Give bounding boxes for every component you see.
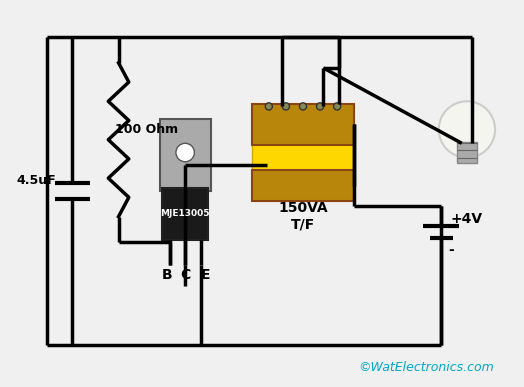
Text: 4.5uF: 4.5uF [17,174,57,187]
Text: ©WatElectronics.com: ©WatElectronics.com [358,361,494,374]
Bar [252,135,354,170]
Circle shape [439,101,495,158]
Text: +4V: +4V [451,212,483,226]
Bar [252,170,354,201]
Circle shape [299,103,307,110]
Text: 100 Ohm: 100 Ohm [115,123,178,136]
Circle shape [265,103,272,110]
Text: 150VA
T/F: 150VA T/F [278,202,328,232]
Bar [162,188,208,240]
Text: C: C [180,269,190,283]
Circle shape [282,103,289,110]
Text: E: E [201,269,211,283]
Bar [457,142,477,163]
Text: -: - [449,243,454,257]
Text: B: B [162,269,172,283]
Circle shape [176,143,194,162]
Text: MJE13005: MJE13005 [160,209,210,219]
Bar [252,104,354,145]
Bar [159,119,211,191]
Circle shape [316,103,324,110]
Circle shape [334,103,341,110]
